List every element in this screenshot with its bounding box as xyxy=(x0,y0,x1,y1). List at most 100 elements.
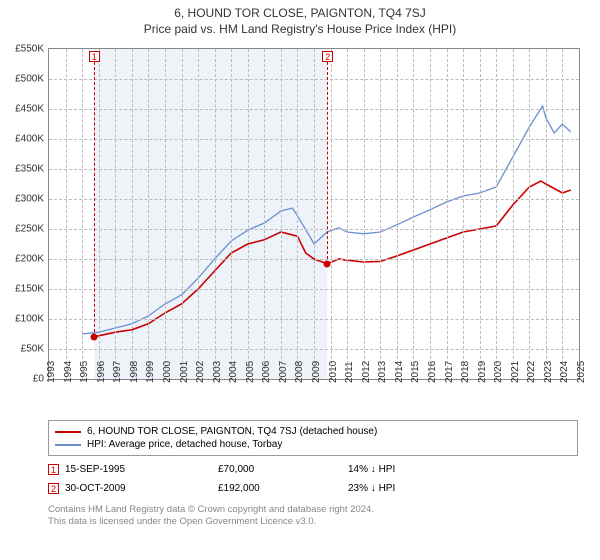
gridline-v xyxy=(413,49,414,379)
sale-price-2: £192,000 xyxy=(218,483,308,494)
sale-delta-2: 23% ↓ HPI xyxy=(348,483,448,494)
marker-box-2: 2 xyxy=(322,51,333,62)
footnote-line1: Contains HM Land Registry data © Crown c… xyxy=(48,504,578,516)
x-axis-label: 2006 xyxy=(261,361,272,383)
gridline-v xyxy=(115,49,116,379)
marker-dot-2 xyxy=(324,260,331,267)
gridline-v xyxy=(380,49,381,379)
gridline-v xyxy=(215,49,216,379)
y-axis-label: £150K xyxy=(15,284,44,295)
x-axis-label: 2018 xyxy=(460,361,471,383)
title-line2: Price paid vs. HM Land Registry's House … xyxy=(0,22,600,36)
marker-line-1 xyxy=(94,62,95,337)
legend-label-1: 6, HOUND TOR CLOSE, PAIGNTON, TQ4 7SJ (d… xyxy=(87,426,377,437)
x-axis-label: 2011 xyxy=(344,361,355,383)
x-axis-label: 2020 xyxy=(493,361,504,383)
x-axis-label: 1999 xyxy=(145,361,156,383)
gridline-v xyxy=(546,49,547,379)
gridline-v xyxy=(463,49,464,379)
sale-marker-2: 2 xyxy=(48,483,59,494)
legend-swatch-1 xyxy=(55,431,81,433)
chart-container: 6, HOUND TOR CLOSE, PAIGNTON, TQ4 7SJ Pr… xyxy=(0,0,600,560)
gridline-v xyxy=(82,49,83,379)
legend-row-1: 6, HOUND TOR CLOSE, PAIGNTON, TQ4 7SJ (d… xyxy=(55,425,571,438)
gridline-v xyxy=(562,49,563,379)
x-axis-label: 2007 xyxy=(278,361,289,383)
footnote: Contains HM Land Registry data © Crown c… xyxy=(48,504,578,529)
x-axis-label: 2010 xyxy=(328,361,339,383)
sale-date-1: 15-SEP-1995 xyxy=(65,464,125,475)
sale-row-1: 1 15-SEP-1995 £70,000 14% ↓ HPI xyxy=(48,464,578,475)
marker-box-1: 1 xyxy=(89,51,100,62)
x-axis-label: 2021 xyxy=(510,361,521,383)
x-axis-label: 1994 xyxy=(63,361,74,383)
y-axis-label: £550K xyxy=(15,44,44,55)
x-axis-label: 2017 xyxy=(444,361,455,383)
gridline-v xyxy=(198,49,199,379)
gridline-v xyxy=(132,49,133,379)
y-axis-label: £450K xyxy=(15,104,44,115)
gridline-v xyxy=(513,49,514,379)
y-axis-label: £100K xyxy=(15,314,44,325)
y-axis-label: £0 xyxy=(33,374,44,385)
gridline-v xyxy=(148,49,149,379)
x-axis-label: 2001 xyxy=(179,361,190,383)
y-axis-label: £400K xyxy=(15,134,44,145)
footnote-line2: This data is licensed under the Open Gov… xyxy=(48,516,578,528)
legend-area: 6, HOUND TOR CLOSE, PAIGNTON, TQ4 7SJ (d… xyxy=(48,420,578,529)
y-axis-label: £300K xyxy=(15,194,44,205)
legend-row-2: HPI: Average price, detached house, Torb… xyxy=(55,438,571,451)
sale-delta-1: 14% ↓ HPI xyxy=(348,464,448,475)
gridline-v xyxy=(297,49,298,379)
gridline-v xyxy=(430,49,431,379)
x-axis-label: 1998 xyxy=(129,361,140,383)
sale-date-2: 30-OCT-2009 xyxy=(65,483,126,494)
marker-line-2 xyxy=(327,62,328,264)
x-axis-label: 1996 xyxy=(96,361,107,383)
gridline-v xyxy=(264,49,265,379)
x-axis-label: 2014 xyxy=(394,361,405,383)
gridline-v xyxy=(480,49,481,379)
gridline-v xyxy=(165,49,166,379)
x-axis-label: 2003 xyxy=(212,361,223,383)
chart-plot-area: £0£50K£100K£150K£200K£250K£300K£350K£400… xyxy=(48,48,580,380)
x-axis-label: 1997 xyxy=(112,361,123,383)
gridline-v xyxy=(231,49,232,379)
gridline-v xyxy=(447,49,448,379)
y-axis-label: £250K xyxy=(15,224,44,235)
x-axis-label: 2009 xyxy=(311,361,322,383)
gridline-v xyxy=(364,49,365,379)
title-block: 6, HOUND TOR CLOSE, PAIGNTON, TQ4 7SJ Pr… xyxy=(0,0,600,36)
x-axis-label: 2015 xyxy=(410,361,421,383)
gridline-v xyxy=(182,49,183,379)
x-axis-label: 2000 xyxy=(162,361,173,383)
gridline-v xyxy=(99,49,100,379)
x-axis-label: 2024 xyxy=(559,361,570,383)
legend-box: 6, HOUND TOR CLOSE, PAIGNTON, TQ4 7SJ (d… xyxy=(48,420,578,456)
y-axis-label: £50K xyxy=(21,344,44,355)
gridline-v xyxy=(331,49,332,379)
sale-price-1: £70,000 xyxy=(218,464,308,475)
x-axis-label: 2012 xyxy=(361,361,372,383)
gridline-v xyxy=(248,49,249,379)
x-axis-label: 1995 xyxy=(79,361,90,383)
x-axis-label: 1993 xyxy=(46,361,57,383)
sale-marker-1: 1 xyxy=(48,464,59,475)
x-axis-label: 2004 xyxy=(228,361,239,383)
x-axis-label: 2013 xyxy=(377,361,388,383)
x-axis-label: 2025 xyxy=(576,361,587,383)
gridline-v xyxy=(347,49,348,379)
gridline-v xyxy=(314,49,315,379)
gridline-v xyxy=(496,49,497,379)
y-axis-label: £200K xyxy=(15,254,44,265)
gridline-v xyxy=(397,49,398,379)
marker-dot-1 xyxy=(90,334,97,341)
y-axis-label: £350K xyxy=(15,164,44,175)
gridline-v xyxy=(529,49,530,379)
x-axis-label: 2023 xyxy=(543,361,554,383)
x-axis-label: 2008 xyxy=(294,361,305,383)
sale-row-2: 2 30-OCT-2009 £192,000 23% ↓ HPI xyxy=(48,483,578,494)
x-axis-label: 2022 xyxy=(526,361,537,383)
x-axis-label: 2019 xyxy=(477,361,488,383)
y-axis-label: £500K xyxy=(15,74,44,85)
